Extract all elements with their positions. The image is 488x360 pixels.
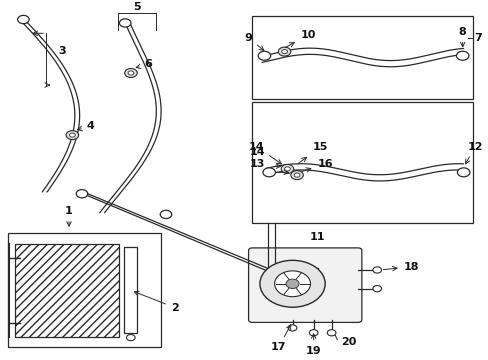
Circle shape [294, 173, 299, 177]
Text: 6: 6 [136, 59, 152, 69]
Text: 1: 1 [65, 206, 73, 226]
Circle shape [285, 279, 299, 288]
Text: 14: 14 [248, 141, 281, 164]
Bar [252, 102, 472, 223]
Circle shape [69, 133, 75, 137]
Circle shape [66, 131, 79, 140]
Circle shape [258, 51, 270, 60]
Circle shape [281, 50, 287, 54]
Text: 19: 19 [305, 334, 321, 356]
Circle shape [128, 71, 134, 75]
Circle shape [124, 68, 137, 77]
Bar [15, 244, 119, 337]
Text: 15: 15 [297, 142, 327, 164]
Circle shape [260, 260, 325, 307]
Text: 10: 10 [285, 30, 315, 48]
Text: 5: 5 [133, 3, 141, 13]
Circle shape [274, 271, 310, 297]
Circle shape [287, 325, 296, 331]
Text: 20: 20 [341, 337, 356, 347]
Text: 17: 17 [270, 325, 290, 352]
Text: 16: 16 [302, 159, 332, 172]
FancyBboxPatch shape [248, 248, 361, 323]
Circle shape [281, 165, 293, 174]
Text: 13: 13 [249, 159, 265, 169]
Circle shape [372, 285, 381, 292]
Text: 4: 4 [78, 121, 95, 131]
Circle shape [278, 47, 290, 56]
Bar [252, 16, 472, 99]
Circle shape [284, 167, 290, 171]
Circle shape [119, 19, 131, 27]
Circle shape [76, 190, 87, 198]
Circle shape [309, 330, 317, 336]
Circle shape [160, 210, 171, 219]
Circle shape [326, 330, 335, 336]
Circle shape [456, 168, 469, 177]
Text: 7: 7 [474, 33, 482, 44]
Text: 18: 18 [383, 261, 418, 271]
Bar [124, 247, 137, 333]
Text: 14: 14 [249, 147, 265, 157]
Text: 2: 2 [134, 291, 178, 312]
Text: 9: 9 [244, 33, 264, 50]
Circle shape [290, 171, 303, 180]
Text: 3: 3 [58, 46, 65, 55]
Circle shape [18, 15, 29, 24]
Text: 11: 11 [309, 232, 325, 242]
Circle shape [263, 168, 275, 177]
Text: 12: 12 [465, 141, 482, 164]
Text: 8: 8 [458, 27, 466, 47]
Circle shape [455, 51, 468, 60]
Bar [7, 233, 161, 347]
Circle shape [126, 334, 135, 341]
Circle shape [372, 267, 381, 273]
